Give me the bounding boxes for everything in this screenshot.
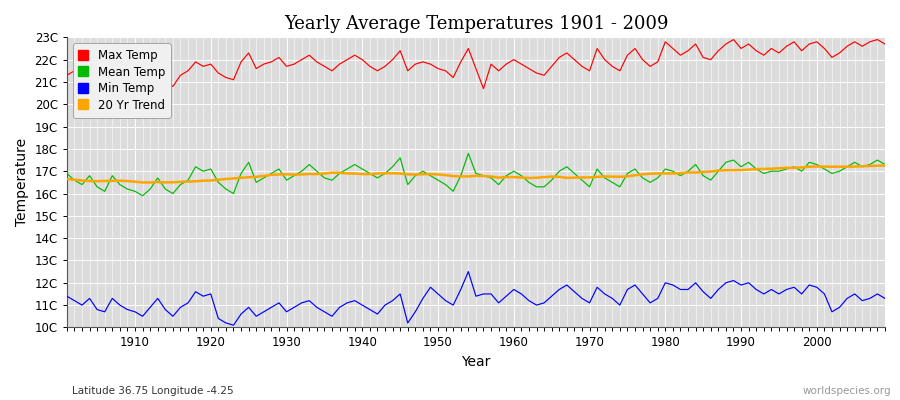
Text: worldspecies.org: worldspecies.org: [803, 386, 891, 396]
Title: Yearly Average Temperatures 1901 - 2009: Yearly Average Temperatures 1901 - 2009: [284, 15, 668, 33]
Y-axis label: Temperature: Temperature: [15, 138, 29, 226]
Legend: Max Temp, Mean Temp, Min Temp, 20 Yr Trend: Max Temp, Mean Temp, Min Temp, 20 Yr Tre…: [73, 43, 171, 118]
X-axis label: Year: Year: [461, 355, 491, 369]
Text: Latitude 36.75 Longitude -4.25: Latitude 36.75 Longitude -4.25: [72, 386, 234, 396]
